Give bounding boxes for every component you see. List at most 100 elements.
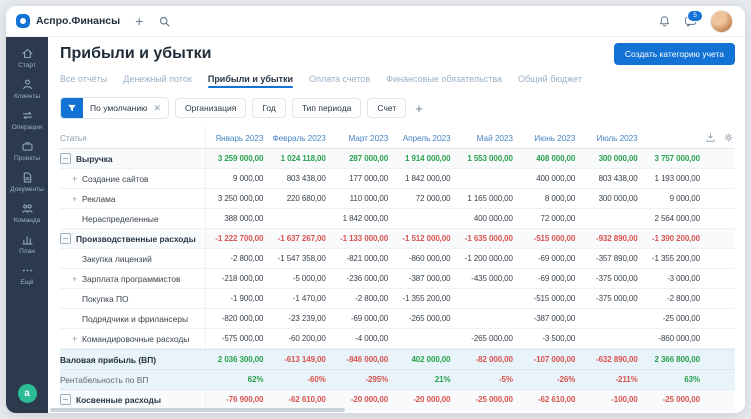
column-header-0[interactable]: Январь 2023 xyxy=(215,132,264,143)
report-table: Статья Январь 2023 Февраль 2023 Март 2023 Ап… xyxy=(60,127,735,413)
tab-2[interactable]: Прибыли и убытки xyxy=(207,74,294,88)
user-avatar[interactable] xyxy=(710,9,733,33)
sidebar-item-label: Проекты xyxy=(13,155,41,162)
table-toolbar xyxy=(705,127,735,148)
table-cell-9-1: -60 200,00 xyxy=(288,334,326,343)
table-cell-6-2: -236 000,00 xyxy=(346,274,389,283)
messages-button[interactable]: 5 xyxy=(684,9,703,28)
column-header-3[interactable]: Апрель 2023 xyxy=(402,132,451,143)
sidebar-item-plan[interactable]: План xyxy=(6,228,48,259)
tab-5[interactable]: Общий бюджет xyxy=(518,74,583,84)
expand-icon[interactable]: + xyxy=(72,333,78,344)
column-header-5[interactable]: Июнь 2023 xyxy=(534,132,576,143)
filter-button-1[interactable]: Год xyxy=(252,98,286,118)
table-cell-5-1: -1 547 358,00 xyxy=(277,254,326,263)
column-header-1[interactable]: Февраль 2023 xyxy=(272,132,326,143)
app-logo[interactable]: Аспро.Финансы xyxy=(16,14,120,28)
sidebar-item-clients[interactable]: Клиенты xyxy=(6,73,48,104)
column-header-7[interactable] xyxy=(643,127,705,148)
table-row-10[interactable]: Валовая прибыль (ВП) 2 036 300,00 -613 14… xyxy=(60,349,735,370)
table-row-5[interactable]: Закупка лицензий -2 800,00 -1 547 358,00 -… xyxy=(60,249,735,269)
row-label: Выручка xyxy=(76,153,113,164)
column-header-4[interactable]: Май 2023 xyxy=(476,132,513,143)
projects-icon xyxy=(21,140,34,153)
filter-button-0[interactable]: Организация xyxy=(175,98,247,118)
main-content: Прибыли и убытки Создать категорию учета… xyxy=(48,37,745,413)
horizontal-scrollbar[interactable] xyxy=(50,408,345,412)
table-cell-3-4: 400 000,00 xyxy=(473,214,513,223)
tab-4[interactable]: Финансовые обязательства xyxy=(386,74,503,84)
sidebar-item-documents[interactable]: Документы xyxy=(6,166,48,197)
table-cell-5-7: -1 355 200,00 xyxy=(651,254,700,263)
column-header-article: Статья xyxy=(60,127,206,148)
table-cell-11-0: 62% xyxy=(247,375,264,384)
sidebar-item-more[interactable]: Ещё xyxy=(6,259,48,290)
sidebar-item-team[interactable]: Команда xyxy=(6,197,48,228)
table-cell-10-0: 2 036 300,00 xyxy=(217,355,264,364)
expand-icon[interactable]: + xyxy=(72,273,78,284)
table-row-6[interactable]: + Зарплата программистов -218 000,00 -5 00… xyxy=(60,269,735,289)
row-end-spacer xyxy=(705,370,735,389)
table-row-9[interactable]: + Командировочные расходы -575 000,00 -60 … xyxy=(60,329,735,349)
applied-filter-chip[interactable]: По умолчанию ✕ xyxy=(60,97,170,119)
notifications-bell-icon[interactable] xyxy=(658,15,671,28)
settings-gear-icon[interactable] xyxy=(723,132,734,143)
table-row-11[interactable]: Рентабельность по ВП 62% -60% -295% 21% -5% -… xyxy=(60,370,735,390)
filter-button-2[interactable]: Тип периода xyxy=(291,98,362,118)
create-category-button[interactable]: Создать категорию учета xyxy=(613,43,735,65)
brand-name: Аспро.Финансы xyxy=(36,15,121,27)
row-end-spacer xyxy=(705,149,735,168)
table-cell-10-2: -846 000,00 xyxy=(346,355,389,364)
row-end-spacer xyxy=(705,350,735,369)
table-row-1[interactable]: + Создание сайтов 9 000,00 803 438,00 177 0… xyxy=(60,169,735,189)
table-cell-3-2: 1 842 000,00 xyxy=(342,214,389,223)
table-cell-6-5: -69 000,00 xyxy=(537,274,576,283)
sidebar-item-operations[interactable]: Операции xyxy=(6,104,48,135)
operations-icon xyxy=(21,109,34,122)
sidebar-item-label: Старт xyxy=(18,62,36,69)
table-row-3[interactable]: Нераспределенные 388 000,00 1 842 000,00 4… xyxy=(60,209,735,229)
row-label: Подрядчики и фрилансеры xyxy=(82,313,188,324)
table-cell-12-0: -76 900,00 xyxy=(226,395,264,404)
table-cell-9-5: -3 500,00 xyxy=(542,334,576,343)
table-cell-0-7: 3 757 000,00 xyxy=(654,154,700,163)
filter-funnel-icon[interactable] xyxy=(61,98,83,118)
collapse-icon[interactable] xyxy=(60,153,71,164)
table-cell-12-5: -62 610,00 xyxy=(537,395,576,404)
table-row-7[interactable]: Покупка ПО -1 900,00 -1 470,00 -2 800,00 -1… xyxy=(60,289,735,309)
collapse-icon[interactable] xyxy=(60,394,71,405)
table-cell-7-5: -515 000,00 xyxy=(533,294,576,303)
table-cell-8-1: -23 239,00 xyxy=(288,314,326,323)
row-label: Закупка лицензий xyxy=(82,253,152,264)
column-header-2[interactable]: Март 2023 xyxy=(348,132,389,143)
help-widget-icon[interactable]: a xyxy=(17,384,37,403)
table-cell-6-4: -435 000,00 xyxy=(471,274,513,283)
table-row-4[interactable]: Производственные расходы -1 222 700,00 -1… xyxy=(60,229,735,249)
collapse-icon[interactable] xyxy=(60,233,71,244)
expand-icon[interactable]: + xyxy=(72,193,78,204)
sidebar-item-label: Ещё xyxy=(20,279,34,286)
row-label: Косвенные расходы xyxy=(76,394,161,405)
quick-add-button[interactable]: + xyxy=(135,13,144,29)
download-icon[interactable] xyxy=(705,132,716,143)
table-row-2[interactable]: + Реклама 3 250 000,00 220 680,00 110 000,0… xyxy=(60,189,735,209)
table-row-8[interactable]: Подрядчики и фрилансеры -820 000,00 -23 2… xyxy=(60,309,735,329)
table-row-12[interactable]: Косвенные расходы -76 900,00 -62 610,00 -2… xyxy=(60,390,735,410)
expand-icon[interactable]: + xyxy=(72,173,78,184)
tab-3[interactable]: Оплата счетов xyxy=(309,74,371,84)
row-end-spacer xyxy=(705,189,735,208)
add-filter-button[interactable]: + xyxy=(412,102,426,115)
column-header-6[interactable]: Июль 2023 xyxy=(596,132,638,143)
sidebar-items: Старт Клиенты Операции Проекты Документы xyxy=(6,42,48,290)
table-cell-9-3 xyxy=(393,329,455,348)
tab-1[interactable]: Денежный поток xyxy=(123,74,192,84)
sidebar-item-projects[interactable]: Проекты xyxy=(6,135,48,166)
topbar: Аспро.Финансы + 5 xyxy=(6,6,745,37)
tab-0[interactable]: Все отчёты xyxy=(60,74,108,84)
sidebar-item-start[interactable]: Старт xyxy=(6,42,48,73)
table-row-0[interactable]: Выручка 3 259 000,00 1 024 118,00 287 000,… xyxy=(60,149,735,169)
remove-filter-icon[interactable]: ✕ xyxy=(153,102,162,113)
filter-button-3[interactable]: Счет xyxy=(367,98,407,118)
sidebar-item-label: Документы xyxy=(10,186,44,193)
search-icon[interactable] xyxy=(158,15,171,28)
